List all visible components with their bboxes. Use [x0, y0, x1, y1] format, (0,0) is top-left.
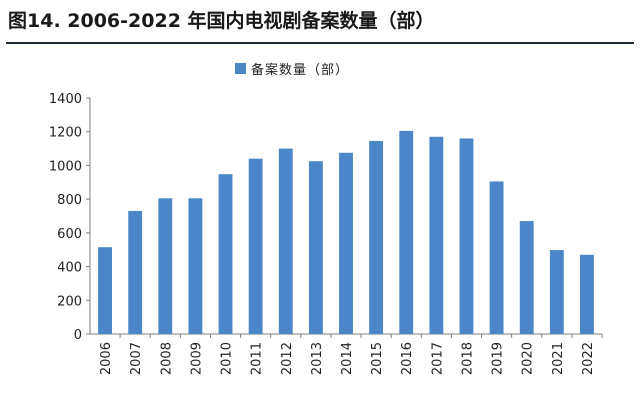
y-tick-label: 800: [57, 193, 82, 208]
x-axis: 2006 2007 2008 2009 2010 2011 2012 2013 2014 2015…: [90, 333, 603, 375]
bar-2007: [128, 210, 143, 334]
x-tick-label: 2006: [99, 342, 114, 375]
legend-label: 备案数量（部）: [251, 62, 349, 78]
bar-2012: [278, 148, 293, 334]
bar-2020: [519, 221, 534, 334]
bar-2011: [248, 158, 263, 334]
bar-2021: [549, 250, 564, 334]
chart-legend: 备案数量（部）: [235, 62, 349, 78]
x-tick-label: 2022: [581, 342, 596, 375]
bar-2016: [399, 130, 414, 334]
y-tick-label: 600: [57, 227, 82, 242]
bar-2022: [580, 254, 594, 334]
x-tick-label: 2016: [400, 342, 415, 375]
bar-2010: [218, 174, 233, 334]
bar-2017: [429, 136, 444, 334]
figure-title: 图14. 2006-2022 年国内电视剧备案数量（部）: [8, 10, 435, 32]
y-tick-label: 400: [57, 261, 82, 276]
bar-2015: [369, 140, 384, 334]
bar-2019: [489, 181, 504, 334]
y-tick-label: 1000: [49, 159, 82, 174]
y-tick-label: 0: [74, 328, 82, 343]
y-tick-label: 1400: [49, 92, 82, 107]
x-tick-label: 2010: [220, 342, 235, 375]
y-tick-label: 1200: [49, 126, 82, 141]
bar-2008: [158, 198, 173, 334]
x-tick-label: 2009: [189, 342, 204, 375]
y-axis: 0 200 400 600 800 1000 1200 1400: [49, 92, 91, 343]
bar-2009: [188, 198, 203, 334]
x-tick-label: 2017: [430, 342, 445, 375]
bar-series: [98, 130, 594, 334]
x-tick-label: 2011: [250, 342, 265, 375]
bar-2018: [459, 138, 474, 334]
x-tick-label: 2021: [551, 342, 566, 375]
x-tick-label: 2007: [129, 342, 144, 375]
bar-2006: [98, 247, 112, 334]
x-tick-label: 2020: [521, 342, 536, 375]
legend-swatch: [235, 63, 246, 74]
x-tick-label: 2019: [491, 342, 506, 375]
x-tick-label: 2018: [460, 342, 475, 375]
y-tick-label: 200: [57, 294, 82, 309]
x-tick-label: 2008: [159, 342, 174, 375]
x-tick-label: 2013: [310, 342, 325, 375]
x-tick-label: 2012: [280, 342, 295, 375]
title-divider: [6, 42, 634, 44]
bar-2013: [308, 161, 323, 334]
bar-2014: [339, 152, 353, 334]
x-tick-label: 2015: [370, 342, 385, 375]
x-tick-label: 2014: [340, 342, 355, 375]
